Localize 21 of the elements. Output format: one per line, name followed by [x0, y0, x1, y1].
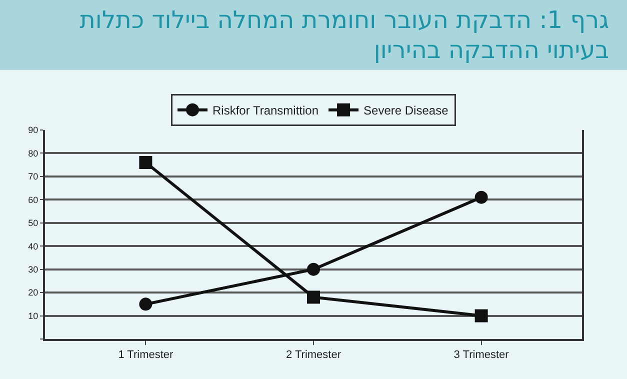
y-tick-label: 20	[28, 288, 38, 298]
x-tick-label: 1 Trimester	[118, 349, 174, 362]
point	[307, 290, 320, 304]
point	[139, 156, 152, 170]
y-tick-label: 40	[28, 241, 38, 252]
y-tick-label: 10	[28, 310, 38, 321]
y-tick-label: 80	[28, 148, 38, 158]
x-tick-label: 3 Trimester	[454, 349, 510, 362]
point	[139, 298, 152, 311]
y-tick-label: 70	[28, 172, 38, 182]
point	[474, 190, 488, 204]
legend-label: Riskfor Transmittion	[212, 104, 319, 118]
y-tick-label: 50	[28, 218, 38, 228]
x-tick-label: 2 Trimester	[286, 349, 342, 362]
y-tick-label: 30	[28, 264, 38, 274]
y-tick-label: 60	[28, 194, 38, 205]
chart-title: גרף 1: הדבקת העובר וחומרת המחלה ביילוד כתלות בעיתוי ההדבקה בהיריון	[0, 0, 627, 70]
point	[474, 309, 488, 322]
legend-label: Severe Disease	[364, 104, 449, 118]
point	[307, 262, 320, 276]
y-tick-label: 90	[28, 125, 38, 136]
